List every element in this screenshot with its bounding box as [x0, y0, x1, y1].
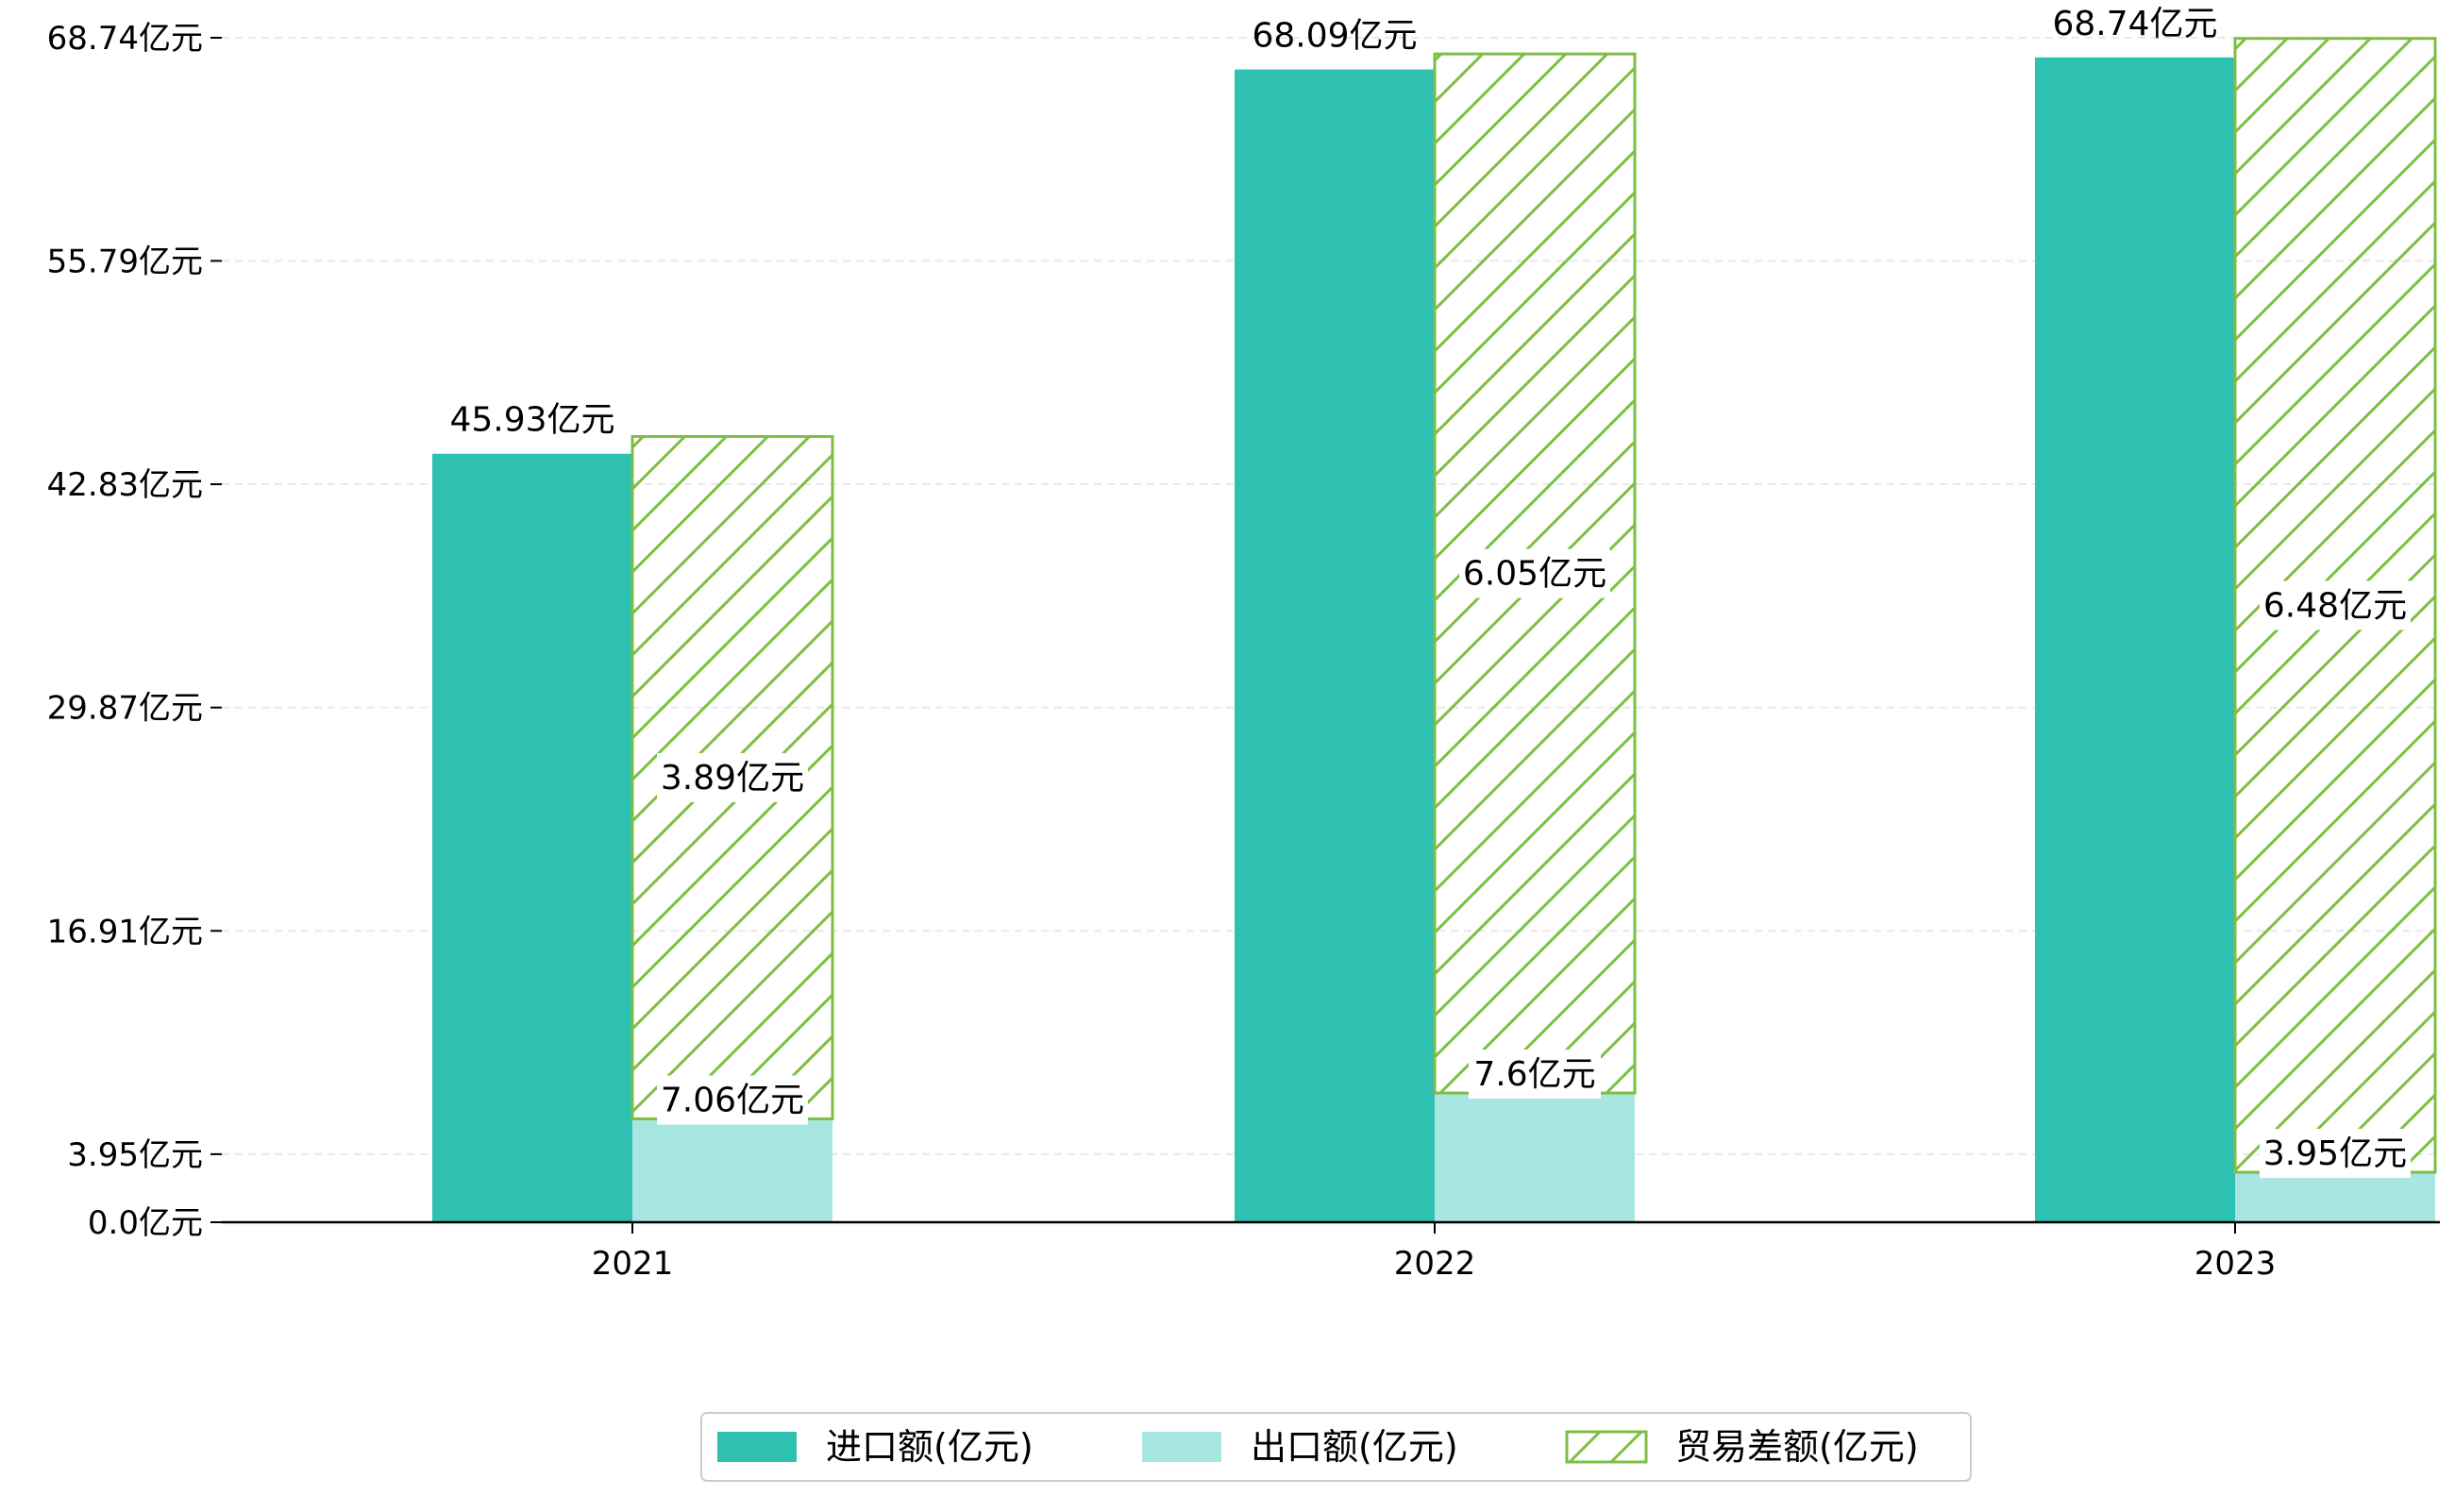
import-bar	[1235, 69, 1435, 1222]
y-tick-label: 29.87亿元	[47, 690, 203, 728]
legend-balance-swatch	[1565, 1430, 1648, 1464]
x-tick-label: 2023	[2194, 1245, 2277, 1283]
export-value-label: 7.6亿元	[1473, 1055, 1595, 1094]
balance-value-label: 6.05亿元	[1463, 555, 1606, 594]
export-bar	[2235, 1172, 2435, 1222]
export-value-label-bg	[657, 1075, 808, 1125]
x-tick-label: 2022	[1394, 1245, 1476, 1283]
legend-export-label: 出口额(亿元)	[1251, 1426, 1458, 1468]
y-tick-label: 42.83亿元	[47, 466, 203, 504]
legend-export[interactable]: 出口额(亿元)	[1142, 1426, 1458, 1468]
y-tick-label: 68.74亿元	[47, 20, 203, 58]
legend-import-swatch	[717, 1432, 797, 1462]
import-value-label: 68.09亿元	[1252, 17, 1417, 56]
export-value-label-bg	[1469, 1050, 1601, 1100]
balance-value-label-bg	[1459, 548, 1610, 598]
y-tick-label: 3.95亿元	[67, 1136, 203, 1174]
import-bar	[432, 453, 632, 1222]
legend-export-swatch	[1142, 1432, 1221, 1462]
legend[interactable]: 进口额(亿元) 出口额(亿元) 贸易差额(亿元)	[700, 1412, 1972, 1482]
import-value-label: 68.74亿元	[2052, 5, 2217, 43]
balance-value-label: 6.48亿元	[2263, 586, 2407, 625]
y-tick-label: 55.79亿元	[47, 243, 203, 280]
axes: 0.0亿元 3.95亿元 16.91亿元 29.87亿元 42.83亿元 55.79亿元 6…	[47, 20, 2440, 1283]
export-value-label: 3.95亿元	[2263, 1134, 2407, 1173]
legend-balance-label: 贸易差额(亿元)	[1675, 1426, 1919, 1468]
bars	[432, 37, 2437, 1222]
balance-value-label-bg	[2260, 580, 2411, 630]
legend-import[interactable]: 进口额(亿元)	[717, 1426, 1034, 1468]
export-value-label: 7.06亿元	[661, 1081, 804, 1119]
legend-box	[700, 1412, 1972, 1482]
export-bar	[1435, 1093, 1635, 1222]
legend-import-label: 进口额(亿元)	[826, 1426, 1034, 1468]
balance-value-label: 3.89亿元	[661, 759, 804, 798]
data-labels: 45.93亿元 7.06亿元 3.89亿元 68.09亿元 7.6亿元 6.05亿元 68.…	[449, 5, 2411, 1179]
export-value-label-bg	[2260, 1129, 2411, 1179]
legend-balance[interactable]: 贸易差额(亿元)	[1565, 1426, 1919, 1468]
import-bar	[2035, 57, 2235, 1222]
y-tick-label: 0.0亿元	[88, 1204, 203, 1242]
export-bar	[632, 1118, 832, 1222]
y-tick-label: 16.91亿元	[47, 913, 203, 950]
import-value-label: 45.93亿元	[449, 401, 614, 440]
balance-value-label-bg	[657, 752, 808, 802]
x-tick-label: 2021	[592, 1245, 674, 1283]
